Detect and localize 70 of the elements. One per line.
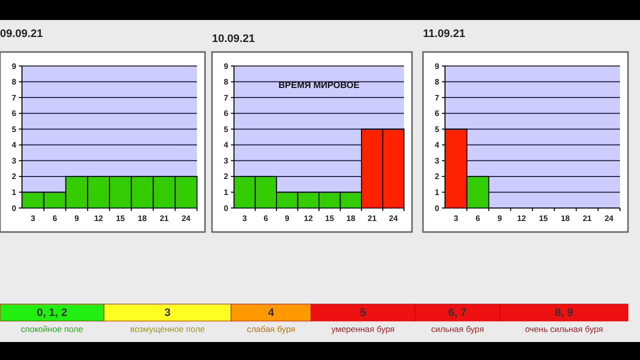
x-tick-label: 3 [30, 214, 36, 223]
y-tick-label: 3 [12, 156, 17, 166]
y-tick-label: 0 [224, 204, 229, 213]
x-tick-label: 9 [284, 214, 290, 223]
x-tick-label: 6 [52, 214, 58, 223]
y-tick-label: 1 [12, 188, 17, 198]
x-tick-label: 15 [325, 214, 335, 223]
chart-title: 11.09.21 [423, 28, 466, 40]
x-tick-label: 24 [182, 214, 192, 223]
y-tick-label: 2 [434, 172, 440, 182]
x-tick-label: 21 [368, 214, 378, 223]
category-label: 0, 1, 2 [36, 307, 68, 319]
x-tick-label: 15 [538, 214, 548, 223]
y-tick-label: 8 [224, 78, 229, 87]
category-label: 4 [268, 307, 275, 319]
y-tick-label: 4 [12, 140, 17, 150]
y-tick-label: 9 [434, 62, 440, 71]
x-tick-label: 24 [388, 214, 398, 223]
text: умеренная буря [331, 324, 396, 334]
chart-title: 09.09.21 [0, 28, 43, 40]
x-tick-label: 9 [497, 214, 502, 223]
y-tick-label: 0 [434, 204, 440, 213]
y-tick-label: 5 [12, 124, 17, 134]
y-tick-label: 4 [434, 140, 440, 150]
x-tick-label: 21 [582, 214, 592, 223]
y-tick-label: 6 [224, 109, 229, 118]
x-tick-label: 12 [517, 214, 527, 223]
text: очень сильная буря [524, 324, 604, 334]
x-tick-label: 21 [160, 214, 170, 223]
text: спокойное поле [20, 324, 84, 334]
y-tick-label: 2 [224, 172, 229, 182]
x-tick-label: 18 [138, 214, 148, 223]
annotation: ВРЕМЯ МИРОВОЕ [278, 80, 360, 90]
category-label: 8, 9 [554, 307, 574, 319]
x-tick-label: 18 [560, 214, 570, 223]
y-tick-label: 8 [12, 78, 17, 87]
x-tick-label: 15 [116, 214, 126, 223]
y-tick-label: 8 [434, 78, 440, 87]
chart-title: 10.09.21 [212, 33, 255, 45]
y-tick-label: 4 [224, 140, 229, 150]
x-tick-label: 12 [94, 214, 104, 223]
x-tick-label: 9 [74, 214, 80, 223]
y-tick-label: 1 [224, 188, 229, 198]
y-tick-label: 6 [434, 109, 440, 118]
category-label: 6, 7 [448, 307, 467, 319]
y-tick-label: 5 [224, 124, 229, 134]
y-tick-label: 7 [12, 93, 17, 102]
text: слабая буря [246, 324, 296, 334]
y-tick-label: 7 [224, 93, 229, 102]
y-tick-label: 3 [434, 156, 440, 166]
y-tick-label: 9 [12, 62, 17, 71]
x-tick-label: 12 [304, 214, 314, 223]
x-tick-label: 18 [346, 214, 356, 223]
y-tick-label: 6 [12, 109, 17, 118]
x-tick-label: 3 [242, 214, 248, 223]
x-tick-label: 24 [604, 214, 614, 223]
category-label: 3 [164, 307, 171, 319]
x-tick-label: 6 [476, 214, 481, 223]
y-tick-label: 1 [434, 188, 440, 198]
y-tick-label: 2 [12, 172, 17, 182]
y-tick-label: 7 [434, 93, 440, 102]
text: возмущенное поле [130, 324, 206, 334]
y-tick-label: 9 [224, 62, 229, 71]
x-tick-label: 3 [454, 214, 459, 223]
y-tick-label: 3 [224, 156, 229, 166]
x-tick-label: 6 [264, 214, 269, 223]
text: сильная буря [431, 324, 484, 334]
y-tick-label: 5 [434, 124, 440, 134]
y-tick-label: 0 [12, 204, 17, 213]
category-label: 5 [360, 307, 366, 319]
